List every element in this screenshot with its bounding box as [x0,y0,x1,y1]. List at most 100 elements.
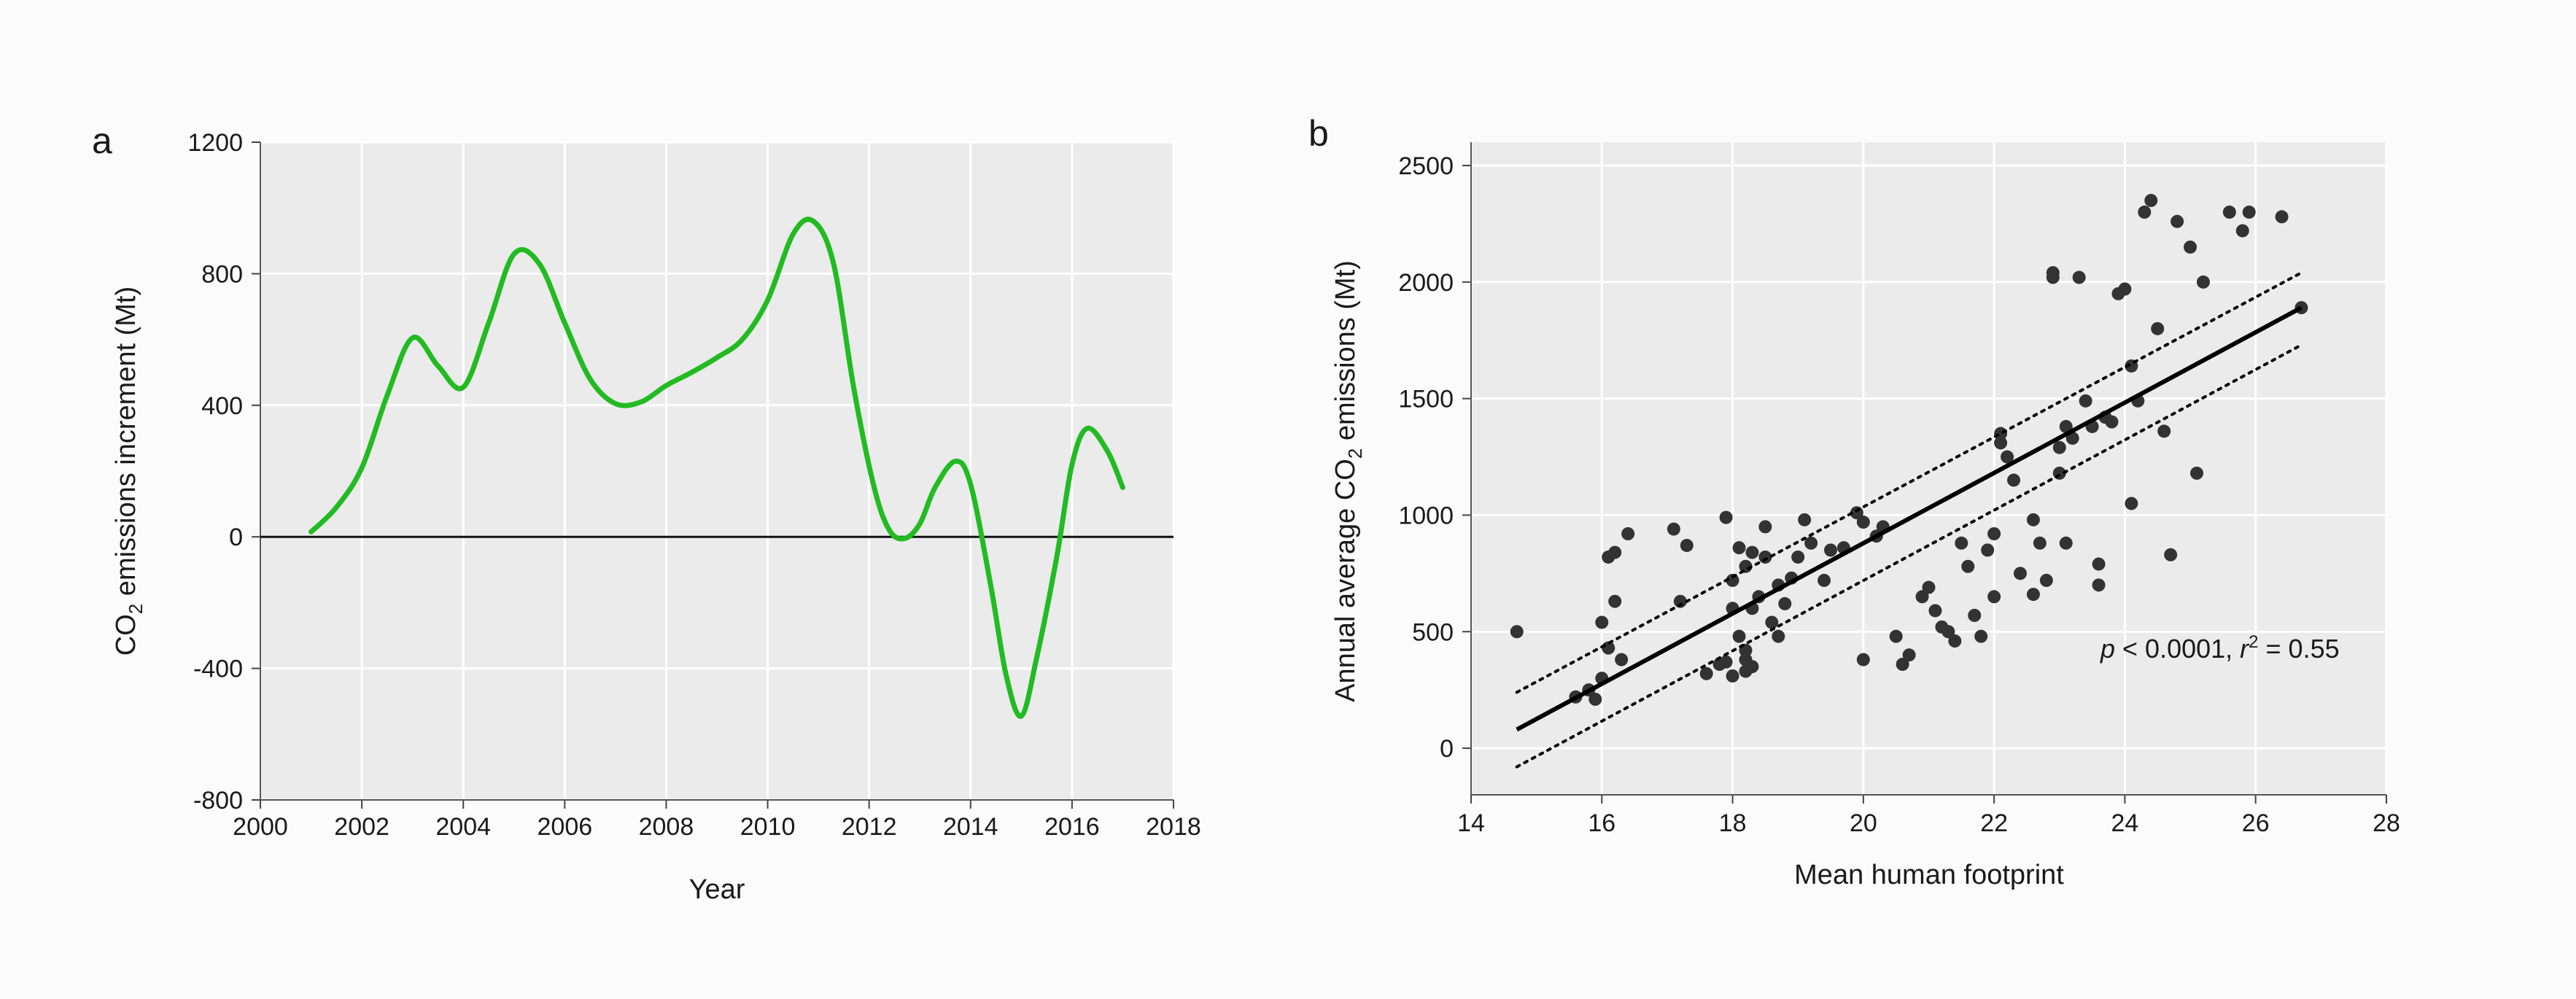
scatter-point [2007,473,2021,487]
scatter-point [1726,573,1739,587]
scatter-point [2118,282,2132,296]
axis-b: 14 16 18 20 22 24 26 28 0 500 1000 1500 2000 2500 [1398,142,2400,837]
y-axis-label-a-rest: emissions increment (Mt) [111,287,141,604]
stats-r-text: = 0.55 [2259,634,2340,664]
scatter-point [1699,666,1713,680]
scatter-point [1974,629,1988,643]
tick-label-x-b: 14 [1457,809,1485,837]
scatter-point [1673,594,1687,608]
panel-a: a 2000 2002 2004 2006 2008 2010 2012 2014 2016 20… [92,120,1201,905]
series-line-a [309,217,1125,719]
scatter-point [1915,590,1929,604]
tick-label-x-a: 2002 [334,813,389,841]
scatter-point [1928,604,1942,618]
scatter-point [2072,271,2086,284]
tick-label-x-a: 2000 [233,813,288,841]
scatter-point [1902,648,1916,662]
scatter-point [1824,543,1838,557]
scatter-point [2059,536,2073,550]
axis-a: 2000 2002 2004 2006 2008 2010 2012 2014 2016 2018… [187,129,1200,841]
scatter-point [1981,543,1995,557]
tick-label-x-b: 28 [2373,809,2400,837]
scatter-point [2079,394,2092,408]
scatter-point [2092,578,2106,592]
scatter-point [1817,573,1831,587]
scatter-point [1719,655,1733,669]
tick-label-y-a: 0 [229,524,243,551]
scatter-point [1621,527,1635,540]
regression-line [1516,306,2303,732]
scatter-point [2039,573,2053,587]
scatter-point [2033,536,2047,550]
stats-p-symbol: p [2100,634,2115,664]
scatter-point [1772,629,1785,643]
scatter-point [2164,548,2178,561]
x-axis-label-a: Year [689,874,745,905]
y-axis-label-a-sub: 2 [125,604,147,614]
tick-label-y-b: 500 [1412,618,1454,646]
scatter-point [1745,545,1759,559]
tick-label-y-a: 800 [201,260,243,288]
tick-label-x-a: 2012 [842,813,897,841]
scatter-point [2138,205,2152,219]
series-a [309,217,1125,719]
stats-p-text: < 0.0001, [2115,634,2240,664]
scatter-point [1791,550,1805,564]
scatter-point [2144,193,2158,207]
scatter-point [2151,322,2165,335]
scatter-point [1758,550,1772,564]
y-axis-label-b-main: Annual average CO [1330,459,1361,702]
scatter-point [1987,590,2001,604]
scatter-point [1745,660,1759,674]
stats-annotation: p < 0.0001, r2 = 0.55 [2100,632,2340,664]
tick-label-x-b: 24 [2111,809,2139,837]
scatter-point [2026,588,2040,602]
tick-label-x-a: 2014 [943,813,998,841]
scatter-point [1765,615,1779,629]
scatter-point [1968,608,1982,622]
scatter-point [1588,692,1602,706]
tick-label-x-a: 2006 [538,813,593,841]
tick-label-x-a: 2004 [435,813,491,841]
scatter-point [2222,205,2236,219]
scatter-point [1608,545,1622,559]
scatter-point [2105,415,2119,429]
scatter-point [1961,559,1975,573]
regression-b [1515,271,2303,769]
tick-label-x-a: 2018 [1146,813,1201,841]
scatter-point [2235,224,2249,238]
scatter-point [1889,629,1903,643]
scatter-point [1595,615,1609,629]
tick-label-x-a: 2008 [639,813,694,841]
tick-label-x-b: 26 [2242,809,2270,837]
panel-label-b: b [1308,113,1329,154]
tick-label-y-b: 0 [1440,735,1454,763]
y-axis-label-b: Annual average CO2 emissions (Mt) [1330,260,1366,702]
tick-label-y-b: 2500 [1398,152,1454,180]
plot-area-a [260,142,1173,800]
scatter-points-b [1510,193,2308,706]
scatter-point [2157,424,2171,438]
scatter-point [1948,634,1962,648]
scatter-point [1987,527,2001,540]
scatter-point [1732,541,1746,555]
scatter-point [1758,520,1772,534]
scatter-point [1667,522,1680,536]
scatter-point [1804,536,1818,550]
scatter-point [2026,513,2040,526]
scatter-point [1994,436,2008,450]
scatter-point [2059,419,2073,433]
scatter-point [1856,653,1870,666]
scatter-point [1732,629,1746,643]
tick-label-x-a: 2016 [1044,813,1100,841]
tick-label-y-b: 1500 [1398,386,1454,413]
scatter-point [1798,513,1812,526]
scatter-point [1778,596,1792,610]
stats-r-symbol: r [2240,634,2250,664]
scatter-point [1726,669,1739,683]
scatter-point [1680,538,1694,552]
y-axis-label-b-rest: emissions (Mt) [1330,260,1361,448]
tick-label-x-a: 2010 [740,813,796,841]
tick-label-y-a: -400 [193,656,243,683]
